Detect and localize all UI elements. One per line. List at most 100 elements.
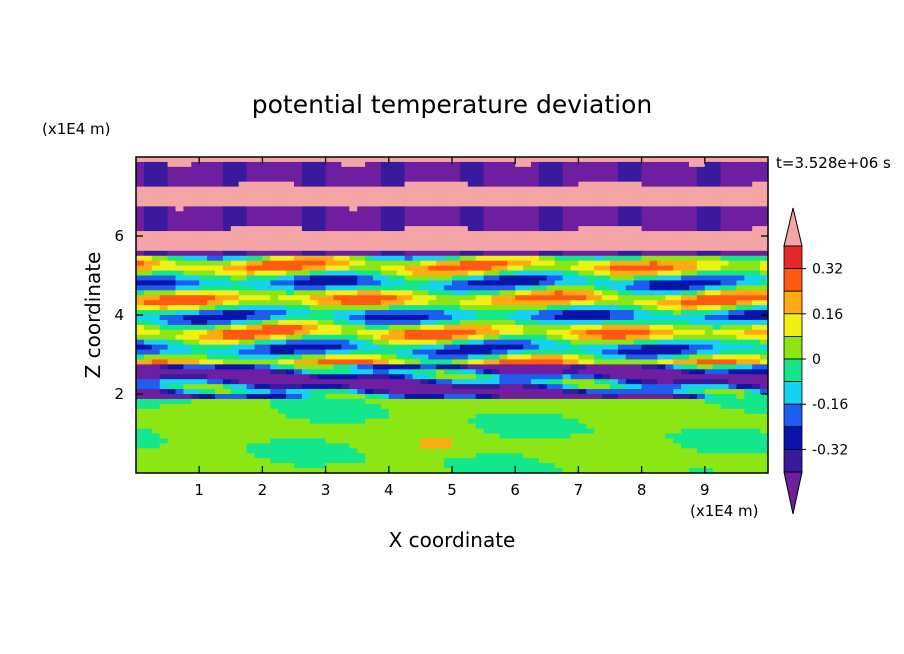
field-cell bbox=[357, 255, 366, 262]
field-cell bbox=[436, 349, 445, 356]
field-cell bbox=[475, 369, 485, 375]
field-cell bbox=[349, 334, 358, 341]
field-cell bbox=[720, 176, 730, 183]
field-cell bbox=[238, 221, 248, 227]
field-cell bbox=[546, 236, 556, 242]
field-cell bbox=[207, 374, 216, 380]
field-cell bbox=[712, 161, 722, 168]
field-cell bbox=[215, 305, 224, 311]
field-cell bbox=[317, 458, 327, 464]
field-cell bbox=[349, 191, 358, 198]
field-cell bbox=[215, 176, 224, 183]
field-cell bbox=[610, 221, 619, 227]
field-cell bbox=[728, 374, 737, 380]
field-cell bbox=[270, 176, 279, 183]
field-cell bbox=[309, 329, 319, 336]
field-cell bbox=[752, 319, 761, 326]
field-cell bbox=[681, 438, 690, 444]
field-cell bbox=[523, 211, 532, 217]
field-cell bbox=[380, 463, 390, 469]
field-cell bbox=[388, 433, 398, 440]
field-cell bbox=[681, 211, 690, 217]
field-cell bbox=[689, 448, 698, 454]
field-cell bbox=[736, 255, 745, 262]
field-cell bbox=[151, 211, 161, 217]
field-cell bbox=[586, 349, 595, 356]
field-cell bbox=[294, 245, 303, 252]
field-cell bbox=[728, 428, 737, 435]
field-cell bbox=[594, 300, 603, 306]
field-cell bbox=[136, 423, 145, 430]
field-cell bbox=[159, 334, 169, 341]
field-cell bbox=[143, 216, 153, 222]
field-cell bbox=[712, 418, 722, 425]
field-cell bbox=[736, 240, 745, 247]
field-cell bbox=[594, 329, 603, 336]
field-cell bbox=[143, 423, 153, 430]
field-cell bbox=[420, 186, 429, 193]
field-cell bbox=[696, 181, 706, 188]
field-cell bbox=[649, 240, 658, 247]
field-cell bbox=[538, 221, 548, 227]
field-cell bbox=[689, 413, 698, 420]
field-cell bbox=[554, 305, 564, 311]
field-cell bbox=[523, 349, 532, 356]
field-cell bbox=[199, 453, 208, 459]
field-cell bbox=[309, 438, 319, 444]
field-cell bbox=[262, 226, 271, 232]
field-cell bbox=[175, 280, 184, 286]
field-cell bbox=[412, 305, 421, 311]
field-cell bbox=[665, 433, 674, 440]
field-cell bbox=[649, 275, 658, 282]
field-cell bbox=[736, 201, 745, 207]
field-cell bbox=[143, 305, 153, 311]
field-cell bbox=[554, 226, 564, 232]
field-cell bbox=[649, 245, 658, 252]
field-cell bbox=[301, 285, 311, 291]
field-cell bbox=[602, 275, 611, 282]
field-cell bbox=[586, 216, 595, 222]
field-cell bbox=[317, 359, 327, 365]
field-cell bbox=[704, 374, 714, 380]
field-cell bbox=[143, 250, 153, 257]
field-cell bbox=[349, 310, 358, 316]
field-cell bbox=[744, 339, 753, 346]
field-cell bbox=[207, 166, 216, 173]
field-cell bbox=[301, 161, 311, 168]
field-cell bbox=[752, 250, 761, 257]
field-cell bbox=[594, 453, 603, 459]
field-cell bbox=[388, 226, 398, 232]
field-cell bbox=[633, 329, 643, 336]
field-cell bbox=[365, 408, 374, 415]
field-cell bbox=[752, 428, 761, 435]
field-cell bbox=[222, 181, 232, 188]
field-cell bbox=[499, 186, 508, 193]
field-cell bbox=[317, 280, 327, 286]
field-cell bbox=[594, 265, 603, 272]
field-cell bbox=[681, 245, 690, 252]
field-cell bbox=[167, 161, 177, 168]
field-cell bbox=[151, 186, 161, 193]
field-cell bbox=[689, 458, 698, 464]
field-cell bbox=[286, 349, 295, 356]
field-cell bbox=[238, 408, 248, 415]
field-cell bbox=[317, 240, 327, 247]
field-cell bbox=[649, 201, 658, 207]
field-cell bbox=[341, 181, 350, 188]
field-cell bbox=[736, 290, 745, 296]
field-cell bbox=[404, 290, 414, 296]
field-cell bbox=[380, 157, 390, 163]
field-cell bbox=[373, 438, 382, 444]
field-cell bbox=[341, 186, 350, 193]
field-cell bbox=[665, 319, 674, 326]
field-cell bbox=[499, 310, 508, 316]
field-cell bbox=[294, 349, 303, 356]
field-cell bbox=[696, 300, 706, 306]
field-cell bbox=[294, 181, 303, 188]
field-cell bbox=[704, 255, 714, 262]
field-cell bbox=[270, 157, 279, 163]
field-cell bbox=[610, 171, 619, 178]
field-cell bbox=[436, 191, 445, 198]
field-cell bbox=[309, 280, 319, 286]
field-cell bbox=[586, 240, 595, 247]
